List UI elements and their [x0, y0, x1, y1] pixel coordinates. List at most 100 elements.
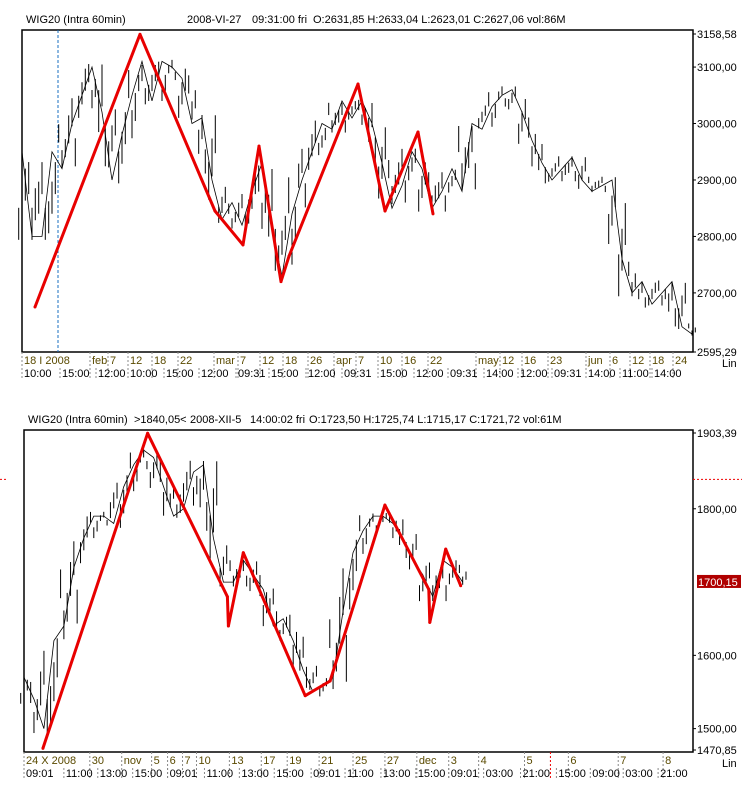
top-zigzag-point — [383, 209, 387, 213]
bottom-chart-level: >1840,05< — [134, 414, 187, 426]
top-x-tick-label: mar — [216, 355, 235, 367]
top-x-tick-label: 7 — [358, 355, 364, 367]
bottom-y-tick-label: 1500,00 — [697, 724, 737, 736]
bottom-x-tick-label: 09:01 — [451, 768, 479, 780]
top-x-tick-label: 10 — [380, 355, 392, 367]
bottom-zigzag-point — [428, 620, 432, 624]
bottom-x-tick-label: 6 — [170, 755, 176, 767]
bottom-x-tick-label: 10 — [198, 755, 210, 767]
top-price-line — [21, 59, 693, 335]
bottom-x-tick-label: 15:00 — [135, 768, 163, 780]
bottom-x-tick-label: dec — [419, 755, 437, 767]
top-zigzag-point — [279, 280, 283, 284]
top-zigzag-point — [356, 82, 360, 86]
bottom-x-tick-label: 5 — [527, 755, 533, 767]
top-x-tick-label: 7 — [110, 355, 116, 367]
bottom-chart-title: WIG20 (Intra 60min) — [28, 414, 128, 426]
bottom-y-tick-label: 1470,85 — [697, 745, 737, 757]
bottom-zigzag-point — [383, 503, 387, 507]
top-chart-ohlc: O:2631,85 H:2633,04 L:2623,01 C:2627,06 … — [313, 14, 566, 26]
bottom-zigzag-point — [444, 547, 448, 551]
bottom-y-tick-label: 1800,00 — [697, 504, 737, 516]
bottom-x-tick-label: 7 — [620, 755, 626, 767]
top-x-tick-label: 16 — [524, 355, 536, 367]
top-x-tick-label: feb — [92, 355, 107, 367]
top-x-tick-label: 12:00 — [308, 368, 336, 380]
top-zigzag-point — [287, 254, 291, 258]
bottom-x-tick-label: 13:00 — [383, 768, 411, 780]
bottom-zigzag-point — [303, 694, 307, 698]
last-price-label: 1700,15 — [698, 577, 738, 589]
bottom-x-tick-label: 09:00 — [592, 768, 620, 780]
bottom-x-tick-label: 4 — [481, 755, 487, 767]
top-x-tick-label: 09:31 — [554, 368, 582, 380]
top-chart-time: 09:31:00 fri — [252, 14, 308, 26]
top-x-tick-label: 10:00 — [130, 368, 158, 380]
top-zigzag-point — [431, 212, 435, 216]
bottom-x-tick-label: 11:00 — [66, 768, 93, 780]
bottom-x-tick-label: 17 — [263, 755, 275, 767]
bottom-x-tick-label: 13:00 — [241, 768, 269, 780]
bottom-x-tick-label: 27 — [387, 755, 399, 767]
top-x-tick-label: 12:00 — [416, 368, 444, 380]
bottom-zigzag-point — [459, 584, 463, 588]
bottom-x-tick-label: 09:01 — [313, 768, 341, 780]
top-x-tick-label: 16 — [404, 355, 416, 367]
bottom-zigzag-point — [146, 431, 150, 435]
top-x-tick-label: 14:00 — [654, 368, 682, 380]
top-y-tick-label: 2595,29 — [697, 347, 737, 359]
bottom-y-tick-label: 1600,00 — [697, 650, 737, 662]
bottom-x-tick-label: 09:01 — [26, 768, 54, 780]
bottom-x-tick-label: 7 — [185, 755, 191, 767]
top-zigzag-point — [416, 130, 420, 134]
bottom-x-tick-label: 21:00 — [660, 768, 688, 780]
top-x-tick-label: 18 I 2008 — [24, 355, 70, 367]
bottom-zigzag-point — [41, 746, 45, 750]
bottom-x-tick-label: 6 — [570, 755, 576, 767]
bottom-zigzag-point — [226, 624, 230, 628]
top-zigzag-point — [138, 32, 142, 36]
bottom-x-tick-label: 24 X 2008 — [26, 755, 76, 767]
bottom-x-tick-label: 30 — [92, 755, 104, 767]
bottom-x-tick-label: 5 — [154, 755, 160, 767]
top-x-tick-label: 14:00 — [486, 368, 514, 380]
top-chart-title: WIG20 (Intra 60min) — [26, 14, 126, 26]
top-x-tick-label: 10:00 — [24, 368, 52, 380]
top-x-tick-label: 09:31 — [450, 368, 478, 380]
top-x-tick-label: 12 — [262, 355, 274, 367]
top-x-tick-label: 12 — [130, 355, 142, 367]
top-y-tick-label: 3158,58 — [697, 29, 737, 41]
top-y-tick-label: 3000,00 — [697, 119, 737, 131]
top-y-tick-label: 2800,00 — [697, 231, 737, 243]
bottom-zigzag-point — [328, 679, 332, 683]
top-x-tick-label: 22 — [430, 355, 442, 367]
bottom-zigzag-point — [427, 587, 431, 591]
bottom-x-tick-label: 03:00 — [625, 768, 653, 780]
top-y-tick-label: 2900,00 — [697, 175, 737, 187]
bottom-x-tick-label: 11:00 — [347, 768, 374, 780]
top-x-tick-label: 24 — [675, 355, 687, 367]
top-x-tick-label: 09:31 — [238, 368, 266, 380]
top-zigzag-point — [213, 209, 217, 213]
top-x-tick-label: 09:31 — [344, 368, 372, 380]
top-x-tick-label: 15:00 — [271, 368, 299, 380]
top-y-tick-label: 2700,00 — [697, 288, 737, 300]
top-chart-header: WIG20 (Intra 60min) 2008-VI-27 09:31:00 … — [26, 14, 566, 26]
top-x-tick-label: 7 — [240, 355, 246, 367]
bottom-scale-mode: Lin — [722, 758, 737, 770]
top-x-tick-label: 22 — [180, 355, 192, 367]
top-x-tick-label: 26 — [310, 355, 322, 367]
top-x-tick-label: 6 — [612, 355, 618, 367]
bottom-chart-time: 14:00:02 fri — [250, 414, 306, 426]
top-x-tick-label: 12 — [502, 355, 514, 367]
top-zigzag-point — [33, 305, 37, 309]
bottom-x-tick-label: nov — [124, 755, 142, 767]
top-x-tick-label: 12 — [632, 355, 644, 367]
top-x-tick-label: 15:00 — [166, 368, 194, 380]
last-price-badge — [697, 574, 741, 588]
bottom-y-tick-label: 1903,39 — [697, 428, 737, 440]
bottom-x-tick-label: 13:00 — [100, 768, 128, 780]
top-scale-mode: Lin — [722, 358, 737, 370]
bottom-x-tick-label: 19 — [289, 755, 301, 767]
